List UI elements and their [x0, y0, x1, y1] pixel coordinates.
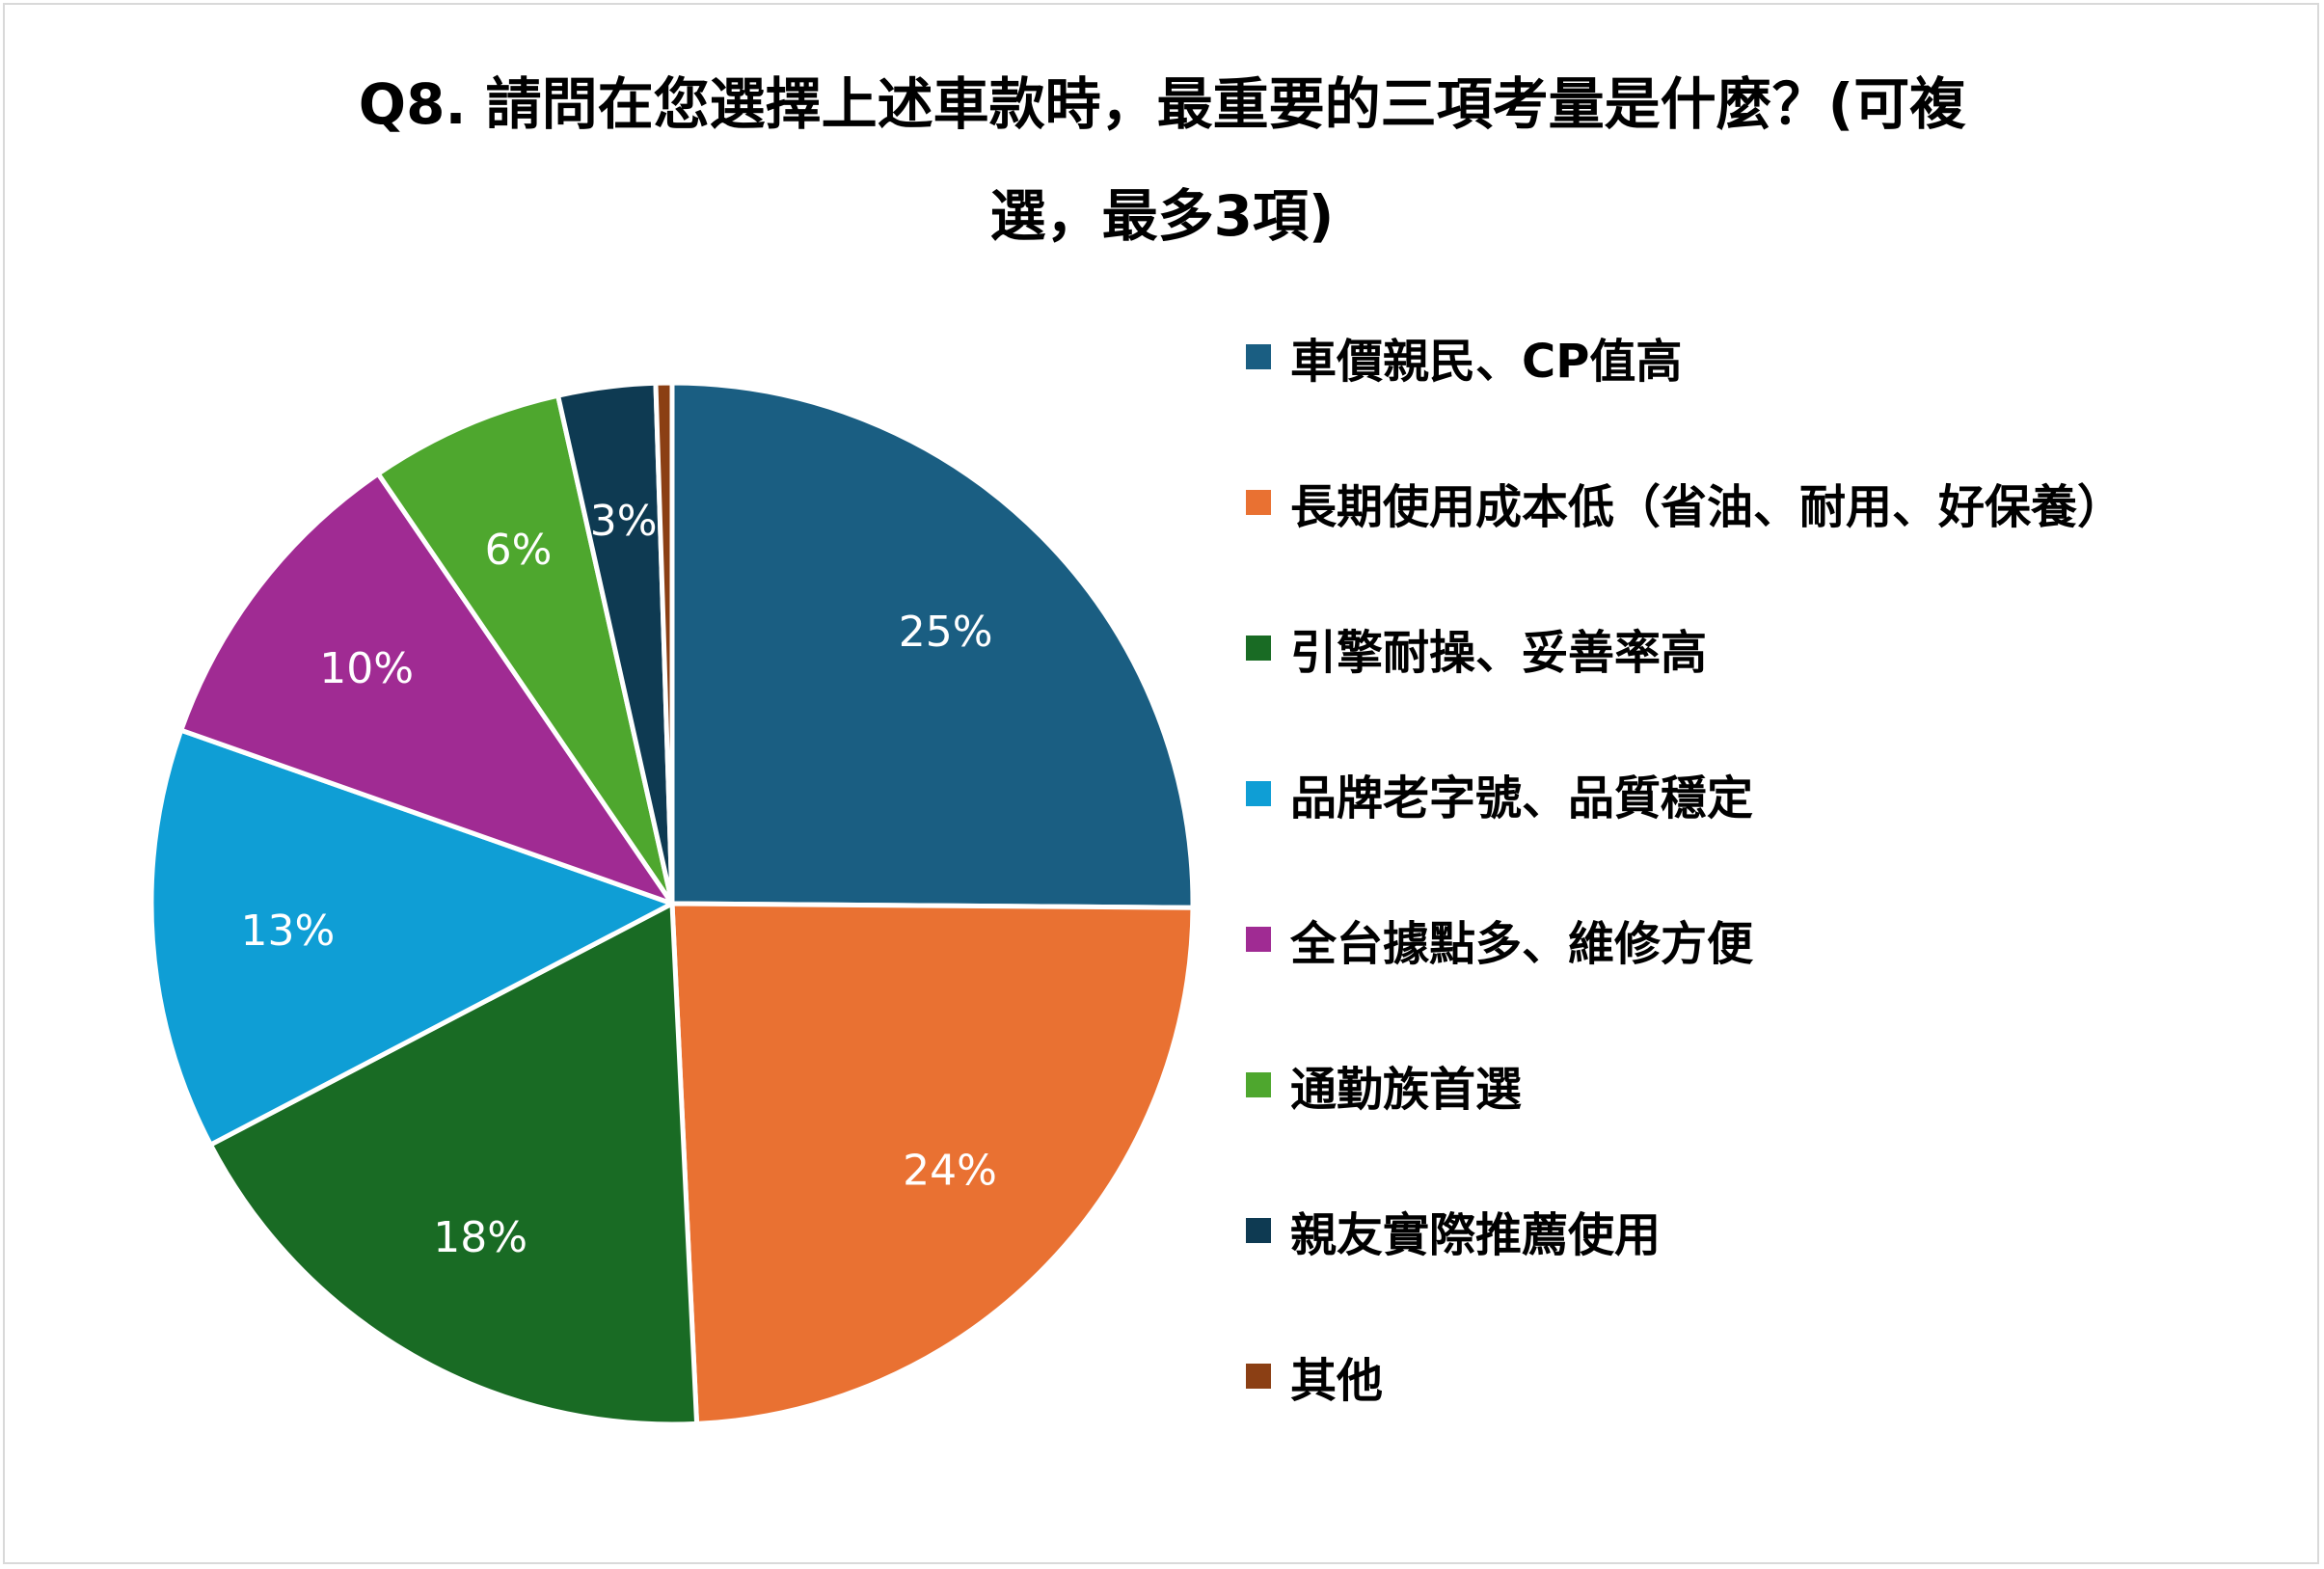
legend-item-2: 長期使用成本低（省油、耐用、好保養） [1246, 469, 2123, 536]
legend-swatch-3 [1246, 636, 1271, 661]
pie-slice-6 [375, 392, 675, 906]
legend-item-3: 引擎耐操、妥善率高 [1246, 614, 1707, 682]
legend-swatch-1 [1246, 344, 1271, 369]
data-label-7: 3% [590, 497, 658, 546]
legend-label-8: 其他 [1290, 1354, 1384, 1408]
data-label-4: 13% [241, 906, 336, 956]
legend-swatch-4 [1246, 781, 1271, 806]
pie-slice-2 [669, 901, 1196, 1426]
data-label-1: 25% [899, 608, 993, 657]
legend-swatch-8 [1246, 1364, 1271, 1389]
legend-item-5: 全台據點多、維修方便 [1246, 906, 1753, 973]
pie-slice-3 [207, 901, 700, 1427]
legend-item-6: 通勤族首選 [1246, 1051, 1522, 1119]
legend-label-4: 品牌老字號、品質穩定 [1290, 771, 1754, 825]
chart-title: Q8. 請問在您選擇上述車款時，最重要的三項考量是什麼？(可複 選，最多3項) [0, 48, 2324, 272]
legend-item-1: 車價親民、CP值高 [1246, 323, 1682, 391]
legend-item-4: 品牌老字號、品質穩定 [1246, 760, 1753, 827]
legend-item-8: 其他 [1246, 1342, 1383, 1410]
legend-label-1: 車價親民、CP值高 [1290, 335, 1683, 389]
legend-label-3: 引擎耐操、妥善率高 [1290, 626, 1708, 680]
legend-label-7: 親友實際推薦使用 [1290, 1208, 1662, 1262]
chart-title-line-1: Q8. 請問在您選擇上述車款時，最重要的三項考量是什麼？(可複 [358, 71, 1966, 137]
legend-label-2: 長期使用成本低（省油、耐用、好保養） [1290, 480, 2124, 534]
pie-slice-8 [653, 380, 675, 906]
data-label-6: 6% [485, 526, 553, 575]
data-label-3: 18% [433, 1213, 527, 1262]
data-label-5: 10% [319, 644, 414, 693]
legend-label-5: 全台據點多、維修方便 [1290, 917, 1754, 971]
pie-slice-5 [178, 471, 675, 906]
chart-title-line-2: 選，最多3項) [989, 183, 1335, 249]
legend-swatch-6 [1246, 1072, 1271, 1097]
legend-swatch-5 [1246, 927, 1271, 952]
legend-swatch-2 [1246, 490, 1271, 515]
pie-slice-4 [149, 727, 675, 1148]
legend-item-7: 親友實際推薦使用 [1246, 1197, 1661, 1264]
legend-swatch-7 [1246, 1218, 1271, 1243]
data-label-2: 24% [903, 1146, 997, 1195]
legend-label-6: 通勤族首選 [1290, 1063, 1523, 1117]
pie-slice-1 [669, 380, 1196, 910]
